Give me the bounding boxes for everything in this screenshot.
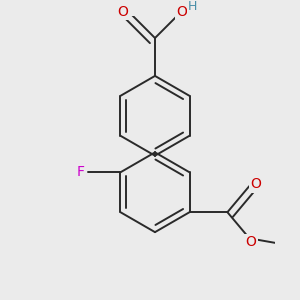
Text: O: O: [118, 5, 128, 19]
Text: O: O: [250, 177, 261, 191]
Text: O: O: [246, 235, 256, 249]
Text: H: H: [188, 0, 197, 13]
Text: F: F: [77, 165, 85, 179]
Text: O: O: [176, 5, 187, 19]
